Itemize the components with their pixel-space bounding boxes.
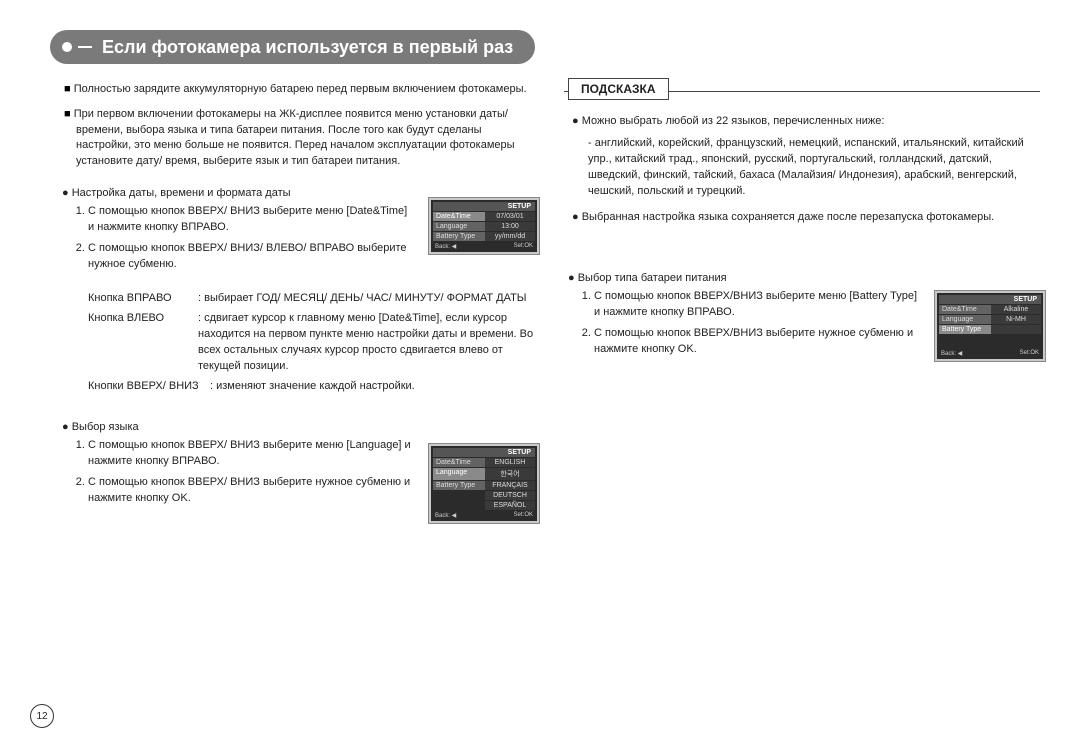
hint-bullet-2: Выбранная настройка языка сохраняется да… <box>584 210 1034 226</box>
btn-left-label: Кнопка ВЛЕВО <box>88 311 198 375</box>
datetime-steps: С помощью кнопок ВВЕРХ/ ВНИЗ выберите ме… <box>74 203 414 273</box>
intro-para-2: При первом включении фотокамеры на ЖК-ди… <box>76 107 534 169</box>
lcd-row-battery: Battery Type <box>433 481 485 490</box>
title-dash-icon <box>78 46 92 48</box>
lcd-foot-back: Back: ◀ <box>435 243 456 250</box>
lcd-opt-francais: FRANÇAIS <box>485 481 535 490</box>
lcd-tab: SETUP <box>433 202 535 211</box>
battery-step-2: С помощью кнопок ВВЕРХ/ВНИЗ выберите нуж… <box>594 325 920 358</box>
lcd-foot-set: Set:OK <box>1020 350 1039 357</box>
lcd-foot-set: Set:OK <box>514 512 533 519</box>
page-title-bar: Если фотокамера используется в первый ра… <box>50 30 535 64</box>
btn-right-label: Кнопка ВПРАВО <box>88 291 198 307</box>
datetime-step-1: С помощью кнопок ВВЕРХ/ ВНИЗ выберите ме… <box>88 203 414 236</box>
intro-para-1: Полностью зарядите аккумуляторную батаре… <box>76 82 534 97</box>
page-number: 12 <box>30 704 54 728</box>
lcd-val-time: 13:00 <box>485 222 535 231</box>
battery-heading: Выбор типа батареи питания <box>568 272 920 284</box>
hint-box: ПОДСКАЗКА Можно выбрать любой из 22 язык… <box>564 78 1040 226</box>
lcd-opt-korean: 한국어 <box>485 468 535 480</box>
btn-updown-label: Кнопки ВВЕРХ/ ВНИЗ <box>88 379 210 395</box>
manual-page: Если фотокамера используется в первый ра… <box>0 0 1080 746</box>
lcd-opt-deutsch: DEUTSCH <box>485 491 535 500</box>
left-column: Полностью зарядите аккумуляторную батаре… <box>50 78 534 521</box>
lcd-tab: SETUP <box>939 295 1041 304</box>
lcd-opt-nimh: Ni-MH <box>991 315 1041 324</box>
battery-steps: С помощью кнопок ВВЕРХ/ВНИЗ выберите мен… <box>580 288 920 358</box>
title-bullet-icon <box>62 42 72 52</box>
lcd-row-datetime: Date&Time <box>433 212 485 221</box>
language-step-2: С помощью кнопок ВВЕРХ/ ВНИЗ выберите ну… <box>88 474 414 507</box>
lcd-foot-back: Back: ◀ <box>941 350 962 357</box>
language-step-1: С помощью кнопок ВВЕРХ/ ВНИЗ выберите ме… <box>88 437 414 470</box>
hint-langs-list: - английский, корейский, французский, не… <box>588 136 1034 200</box>
lcd-language: SETUP Date&TimeENGLISH Language한국어 Batte… <box>428 443 540 524</box>
datetime-heading: Настройка даты, времени и формата даты <box>62 187 414 199</box>
intro-block: Полностью зарядите аккумуляторную батаре… <box>58 82 534 169</box>
btn-updown-val: : изменяют значение каждой настройки. <box>210 379 534 395</box>
datetime-step-2: С помощью кнопок ВВЕРХ/ ВНИЗ/ ВЛЕВО/ ВПР… <box>88 240 414 273</box>
battery-section: Выбор типа батареи питания С помощью кно… <box>564 272 1040 372</box>
btn-right-row: Кнопка ВПРАВО : выбирает ГОД/ МЕСЯЦ/ ДЕН… <box>88 291 534 307</box>
hint-body: Можно выбрать любой из 22 языков, перечи… <box>564 114 1040 226</box>
language-section: Выбор языка С помощью кнопок ВВЕРХ/ ВНИЗ… <box>58 421 534 521</box>
lcd-foot-back: Back: ◀ <box>435 512 456 519</box>
lcd-val-date: 07/03/01 <box>485 212 535 221</box>
lcd-opt-english: ENGLISH <box>485 458 535 467</box>
language-steps: С помощью кнопок ВВЕРХ/ ВНИЗ выберите ме… <box>74 437 414 507</box>
lcd-row-battery: Battery Type <box>433 232 485 241</box>
right-column: ПОДСКАЗКА Можно выбрать любой из 22 язык… <box>564 78 1040 521</box>
lcd-tab: SETUP <box>433 448 535 457</box>
datetime-section: Настройка даты, времени и формата даты С… <box>58 187 534 287</box>
battery-step-1: С помощью кнопок ВВЕРХ/ВНИЗ выберите мен… <box>594 288 920 321</box>
hint-bullet-1: Можно выбрать любой из 22 языков, перечи… <box>584 114 1034 130</box>
lcd-row-language: Language <box>433 468 485 480</box>
lcd-opt-alkaline: Alkaline <box>991 305 1041 314</box>
btn-left-val: : сдвигает курсор к главному меню [Date&… <box>198 311 534 375</box>
lcd-row-battery: Battery Type <box>939 325 991 334</box>
btn-right-val: : выбирает ГОД/ МЕСЯЦ/ ДЕНЬ/ ЧАС/ МИНУТУ… <box>198 291 534 307</box>
page-title: Если фотокамера используется в первый ра… <box>102 37 513 58</box>
language-heading: Выбор языка <box>62 421 414 433</box>
hint-label: ПОДСКАЗКА <box>568 78 669 100</box>
btn-updown-row: Кнопки ВВЕРХ/ ВНИЗ : изменяют значение к… <box>88 379 534 395</box>
lcd-val-format: yy/mm/dd <box>485 232 535 241</box>
btn-left-row: Кнопка ВЛЕВО : сдвигает курсор к главном… <box>88 311 534 375</box>
lcd-row-language: Language <box>433 222 485 231</box>
lcd-datetime: SETUP Date&Time07/03/01 Language13:00 Ba… <box>428 197 540 255</box>
lcd-row-language: Language <box>939 315 991 324</box>
lcd-opt-espanol: ESPAÑOL <box>485 501 535 510</box>
lcd-row-datetime: Date&Time <box>433 458 485 467</box>
lcd-row-datetime: Date&Time <box>939 305 991 314</box>
two-column-layout: Полностью зарядите аккумуляторную батаре… <box>50 78 1040 521</box>
lcd-battery: SETUP Date&TimeAlkaline LanguageNi-MH Ba… <box>934 290 1046 362</box>
lcd-foot-set: Set:OK <box>514 243 533 250</box>
